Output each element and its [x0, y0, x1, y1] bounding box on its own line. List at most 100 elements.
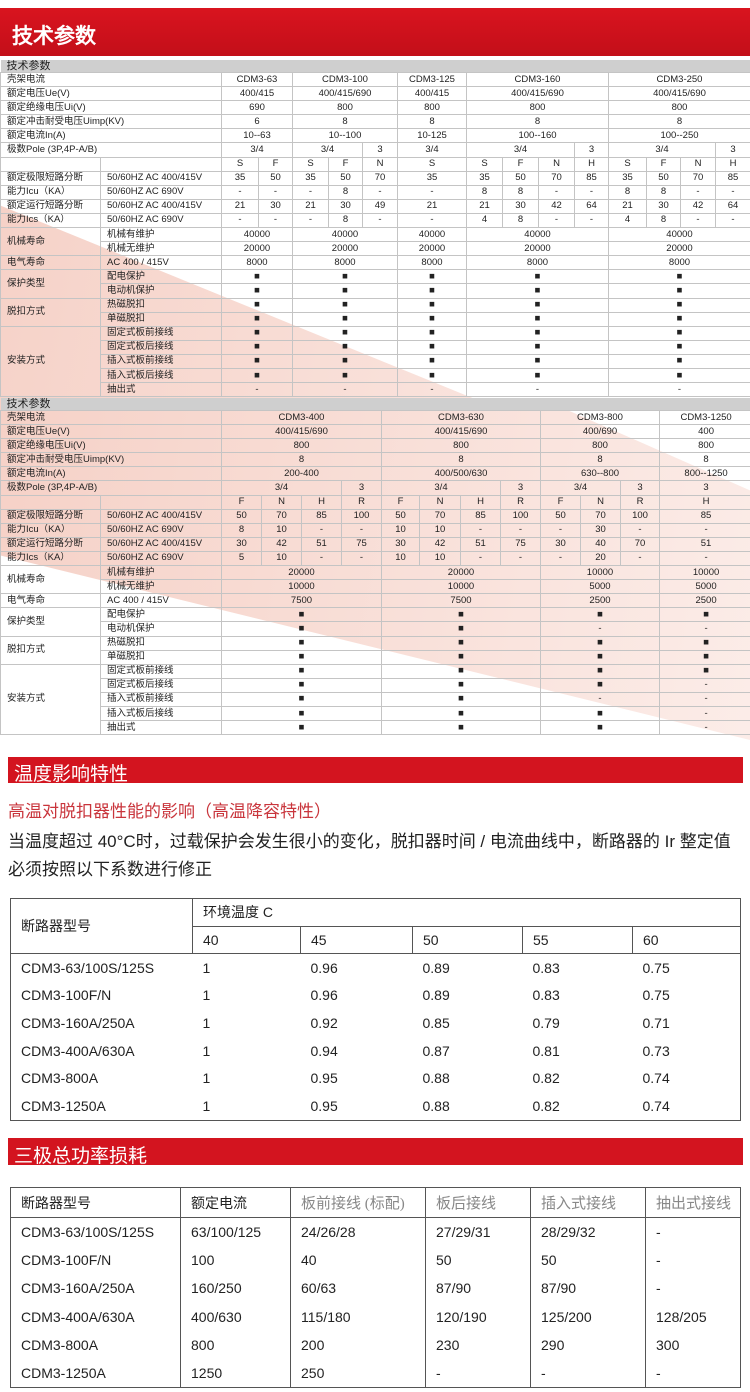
availability-mark: ■	[658, 649, 750, 665]
breaking-capacity-value: -	[715, 184, 750, 200]
availability-mark: ■	[397, 325, 467, 341]
availability-mark: ■	[540, 607, 660, 623]
row-label: 额定电压Ue(V)	[0, 424, 222, 440]
page-title: 技术参数	[12, 25, 96, 48]
temperature-header: 60	[631, 925, 742, 955]
row-sublabel: 配电保护	[100, 269, 222, 285]
frame-name: CDM3-400	[221, 409, 382, 426]
loss-value-cell: 100	[180, 1245, 291, 1275]
spec-row-ics_400: 额定运行短路分断 50/60HZ AC 400/415V 30 42 51 75 30 42 5…	[0, 536, 750, 552]
breaking-capacity-value: 70	[362, 170, 398, 186]
spec-value: 20000	[381, 565, 541, 581]
availability-mark: -	[540, 621, 660, 637]
model-cell: CDM3-100F/N	[10, 1245, 181, 1275]
row-sublabel: 插入式板后接线	[100, 705, 222, 722]
model-cell: CDM3-800A	[10, 1330, 181, 1359]
breaking-capacity-value: -	[538, 184, 575, 200]
spec-row-ue: 额定电压Ue(V) 400/415/690 400/415/690 400/690 40…	[0, 424, 750, 440]
coefficient-cell: 1	[202, 1015, 211, 1032]
grade-label: S	[397, 156, 467, 172]
spec-value: 40000	[466, 227, 609, 243]
breaking-capacity-value: 4	[466, 212, 503, 229]
row-sublabel: 抽出式	[100, 720, 222, 736]
breaking-capacity-value: -	[362, 212, 398, 229]
availability-mark: -	[466, 382, 609, 398]
row-sublabel: 50/60HZ AC 690V	[100, 522, 222, 538]
breaking-capacity-value: 8	[646, 184, 681, 200]
loss-value-cell: -	[425, 1358, 531, 1388]
coefficient-cell: 0.88	[422, 1097, 450, 1114]
spec-value: 400/690	[540, 424, 660, 440]
spec-row-install: 插入式板前接线 ■ ■ ■ ■ ■	[1, 353, 750, 369]
availability-mark: ■	[658, 663, 750, 679]
temperature-heading: 温度影响特性	[14, 764, 129, 785]
row-sublabel: 机械无维护	[100, 241, 222, 257]
spec-value: 800	[658, 438, 750, 454]
availability-mark: ■	[397, 297, 467, 313]
availability-mark: ■	[221, 269, 293, 285]
column-header: 断路器型号	[10, 897, 193, 955]
breaking-capacity-value: 35	[221, 170, 259, 186]
row-label: 额定极限短路分断	[0, 508, 101, 524]
grade-label: N	[580, 494, 621, 510]
availability-mark: ■	[608, 269, 750, 285]
spec-value: 40000	[608, 227, 750, 243]
breaking-capacity-value: 42	[261, 536, 302, 552]
row-label: 极数Pole (3P,4P-A/B)	[0, 142, 222, 158]
spec-row-mech-maint: 机械寿命 机械有维护 40000 40000 40000 40000 40000	[0, 227, 750, 257]
spec-value: 10--100	[292, 128, 398, 144]
spec-value: 800	[292, 100, 398, 116]
row-sublabel: 50/60HZ AC 690V	[100, 550, 222, 567]
spec-value: 200-400	[221, 466, 382, 482]
grade-label: H	[460, 494, 501, 510]
breaking-capacity-value: 35	[466, 170, 503, 186]
breaking-capacity-value: 8	[328, 184, 363, 200]
spec-value: 10--63	[221, 128, 293, 144]
section-header-row: 技术参数	[0, 398, 750, 411]
grade-label: N	[538, 156, 575, 172]
spec-value: 6	[221, 114, 293, 130]
spec-value: 400/415	[221, 86, 293, 102]
spec-row-elec: 电气寿命 AC 400 / 415V 8000 8000 8000 8000 8000	[0, 255, 750, 271]
breaking-capacity-value: 30	[258, 198, 293, 214]
availability-mark: ■	[466, 339, 609, 355]
availability-mark: ■	[221, 311, 293, 327]
breaking-capacity-value: -	[500, 522, 541, 538]
breaking-capacity-value: -	[574, 184, 609, 200]
frame-name: CDM3-250	[608, 71, 750, 88]
column-header: 断路器型号	[10, 1187, 181, 1218]
breaking-capacity-value: 8	[221, 522, 262, 538]
spec-value: 400	[658, 424, 750, 440]
temperature-header: 50	[412, 925, 523, 955]
row-label: 电气寿命	[0, 255, 101, 271]
availability-mark: ■	[397, 283, 467, 299]
breaking-capacity-value: 21	[397, 198, 467, 214]
pole-value: 3/4	[540, 480, 621, 496]
availability-mark: ■	[381, 649, 541, 665]
availability-mark: ■	[221, 705, 382, 722]
availability-mark: -	[658, 677, 750, 693]
spec-row-install: 插入式板前接线 ■ ■ - -	[1, 691, 750, 707]
breaking-capacity-value: 10	[419, 522, 461, 538]
availability-mark: ■	[292, 297, 398, 313]
row-sublabel: AC 400 / 415V	[100, 255, 222, 271]
availability-mark: ■	[540, 635, 660, 651]
row-label: 额定绝缘电压Ui(V)	[0, 100, 222, 116]
coefficient-cell: 0.83	[532, 987, 560, 1004]
grade-label: H	[658, 494, 750, 510]
row-label: 保护类型	[0, 269, 101, 299]
breaking-capacity-value: 10	[381, 550, 420, 567]
breaking-capacity-value: 10	[419, 550, 461, 567]
availability-mark: ■	[381, 663, 541, 679]
breaking-capacity-value: -	[292, 212, 329, 229]
breaking-capacity-value: 100	[500, 508, 541, 524]
table-row: CDM3-400A/630A 1 0.94 0.87 0.81 0.73	[11, 1037, 741, 1065]
pole-value: 3	[341, 480, 382, 496]
table-row: CDM3-160A/250A 1 0.92 0.85 0.79 0.71	[11, 1009, 741, 1037]
row-label: 能力Icu（KA）	[0, 522, 101, 538]
spec-table-1-container: 技术参数 壳架电流 CDM3-63 CDM3-100 CDM3-125 CDM3-160 C…	[0, 60, 750, 398]
availability-mark: ■	[540, 720, 660, 736]
availability-mark: -	[540, 691, 660, 707]
availability-mark: ■	[221, 635, 382, 651]
coefficient-cell: 0.95	[310, 1097, 338, 1114]
